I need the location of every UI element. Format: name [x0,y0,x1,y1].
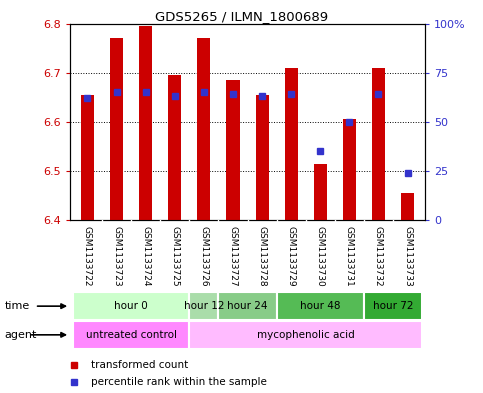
Bar [198,39,211,220]
Text: GSM1133728: GSM1133728 [257,226,267,286]
Bar [372,68,385,220]
Text: GSM1133725: GSM1133725 [170,226,179,286]
Text: GSM1133727: GSM1133727 [228,226,238,286]
Text: GSM1133726: GSM1133726 [199,226,208,286]
Text: untreated control: untreated control [85,330,177,340]
Text: GSM1133724: GSM1133724 [141,226,150,286]
Text: GSM1133722: GSM1133722 [83,226,92,286]
Bar [364,292,422,320]
Text: hour 24: hour 24 [227,301,268,311]
Text: hour 12: hour 12 [184,301,224,311]
Text: agent: agent [5,330,37,340]
Text: GSM1133731: GSM1133731 [345,226,354,286]
Text: GSM1133729: GSM1133729 [287,226,296,286]
Text: hour 48: hour 48 [300,301,341,311]
Text: transformed count: transformed count [91,360,188,370]
Bar [81,95,94,220]
Text: GSM1133723: GSM1133723 [112,226,121,286]
Text: mycophenolic acid: mycophenolic acid [257,330,355,340]
Bar [314,163,327,220]
Bar [284,68,298,220]
Bar [256,95,269,220]
Bar [189,321,422,349]
Bar [139,26,152,220]
Text: GSM1133732: GSM1133732 [374,226,383,286]
Text: hour 0: hour 0 [114,301,148,311]
Text: GSM1133733: GSM1133733 [403,226,412,286]
Bar [189,292,218,320]
Text: GDS5265 / ILMN_1800689: GDS5265 / ILMN_1800689 [155,10,328,23]
Bar [110,39,123,220]
Text: GSM1133730: GSM1133730 [316,226,325,286]
Text: time: time [5,301,30,311]
Text: hour 72: hour 72 [373,301,413,311]
Text: percentile rank within the sample: percentile rank within the sample [91,377,267,387]
Bar [227,80,240,220]
Bar [401,193,414,220]
Bar [73,292,189,320]
Bar [277,292,364,320]
Bar [218,292,277,320]
Bar [73,321,189,349]
Bar [168,75,181,220]
Bar [343,119,356,220]
